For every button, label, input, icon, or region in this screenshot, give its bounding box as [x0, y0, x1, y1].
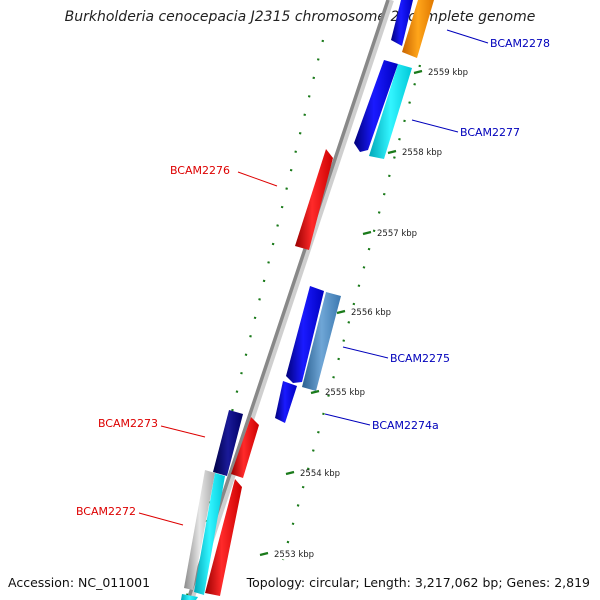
tick-6: 2553 kbp	[259, 550, 314, 560]
leader-line	[342, 346, 389, 359]
tick-2: 2557 kbp	[362, 229, 417, 239]
gene-name[interactable]: BCAM2278	[490, 37, 550, 50]
tick-label: 2555 kbp	[325, 388, 365, 398]
gene-label-bcam2274a[interactable]: BCAM2274a	[324, 413, 439, 432]
gene-label-bcam2273[interactable]: BCAM2273	[98, 417, 206, 438]
backbone-line	[186, 0, 390, 600]
gene-block-red-2276	[295, 149, 333, 250]
gene-label-group: BCAM2278 BCAM2277 BCAM2276 BCAM2275 BCAM2274…	[76, 29, 550, 526]
gene-name[interactable]: BCAM2272	[76, 505, 136, 518]
gene-block-orange-top	[402, 0, 434, 58]
tick-group: 2559 kbp 2558 kbp 2557 kbp 2556 kbp 2555 kbp…	[259, 68, 468, 560]
tick-mark	[285, 470, 295, 476]
leader-line	[237, 171, 278, 187]
gene-block-cyan-2272	[194, 473, 225, 595]
gene-label-bcam2275[interactable]: BCAM2275	[342, 346, 450, 365]
accession-label: Accession: NC_011001	[8, 575, 151, 590]
gene-name[interactable]: BCAM2275	[390, 352, 450, 365]
tick-label: 2558 kbp	[402, 148, 442, 158]
tick-3: 2556 kbp	[336, 308, 391, 318]
tick-0: 2559 kbp	[413, 68, 468, 78]
gene-block-blue-2275	[286, 286, 324, 383]
gene-block-blue-top	[391, 0, 413, 46]
tick-mark	[362, 230, 372, 236]
gene-label-bcam2277[interactable]: BCAM2277	[411, 119, 520, 139]
tick-5: 2554 kbp	[285, 469, 340, 479]
tick-label: 2554 kbp	[300, 469, 340, 479]
leader-line	[160, 425, 206, 438]
leader-line	[411, 119, 459, 133]
leader-line	[324, 413, 371, 426]
gene-name[interactable]: BCAM2274a	[372, 419, 439, 432]
gene-block-cyan-bottom	[181, 594, 198, 600]
tick-label: 2556 kbp	[351, 308, 391, 318]
leader-line	[138, 512, 184, 526]
tick-mark	[387, 149, 397, 155]
tick-mark	[310, 389, 320, 395]
gene-block-cyan-2277	[369, 64, 412, 159]
tick-mark	[259, 551, 269, 557]
tick-label: 2557 kbp	[377, 229, 417, 239]
gene-blocks	[181, 0, 434, 600]
gene-name[interactable]: BCAM2273	[98, 417, 158, 430]
gene-name[interactable]: BCAM2277	[460, 126, 520, 139]
gene-label-bcam2272[interactable]: BCAM2272	[76, 505, 184, 526]
tick-mark	[336, 309, 346, 315]
gene-block-blue-2277	[354, 60, 398, 152]
gene-label-bcam2278[interactable]: BCAM2278	[446, 29, 550, 50]
gene-name[interactable]: BCAM2276	[170, 164, 230, 177]
leader-line	[446, 29, 489, 44]
tick-4: 2555 kbp	[310, 388, 365, 398]
tick-label: 2553 kbp	[274, 550, 314, 560]
tick-label: 2559 kbp	[428, 68, 468, 78]
gene-block-blue-2274a	[275, 381, 297, 423]
gene-block-grey-2272	[184, 470, 215, 590]
gene-label-bcam2276[interactable]: BCAM2276	[170, 164, 278, 187]
gene-block-red-2272	[205, 479, 242, 596]
gene-block-red-2273	[231, 417, 259, 478]
backbone-shadow	[188, 0, 394, 600]
tick-mark	[413, 69, 423, 75]
outer-dotted-track	[184, 39, 325, 600]
gene-block-steel-2275	[302, 292, 341, 391]
gene-block-navy-2273	[213, 410, 243, 476]
genome-summary: Topology: circular; Length: 3,217,062 bp…	[246, 575, 590, 590]
tick-1: 2558 kbp	[387, 148, 442, 158]
